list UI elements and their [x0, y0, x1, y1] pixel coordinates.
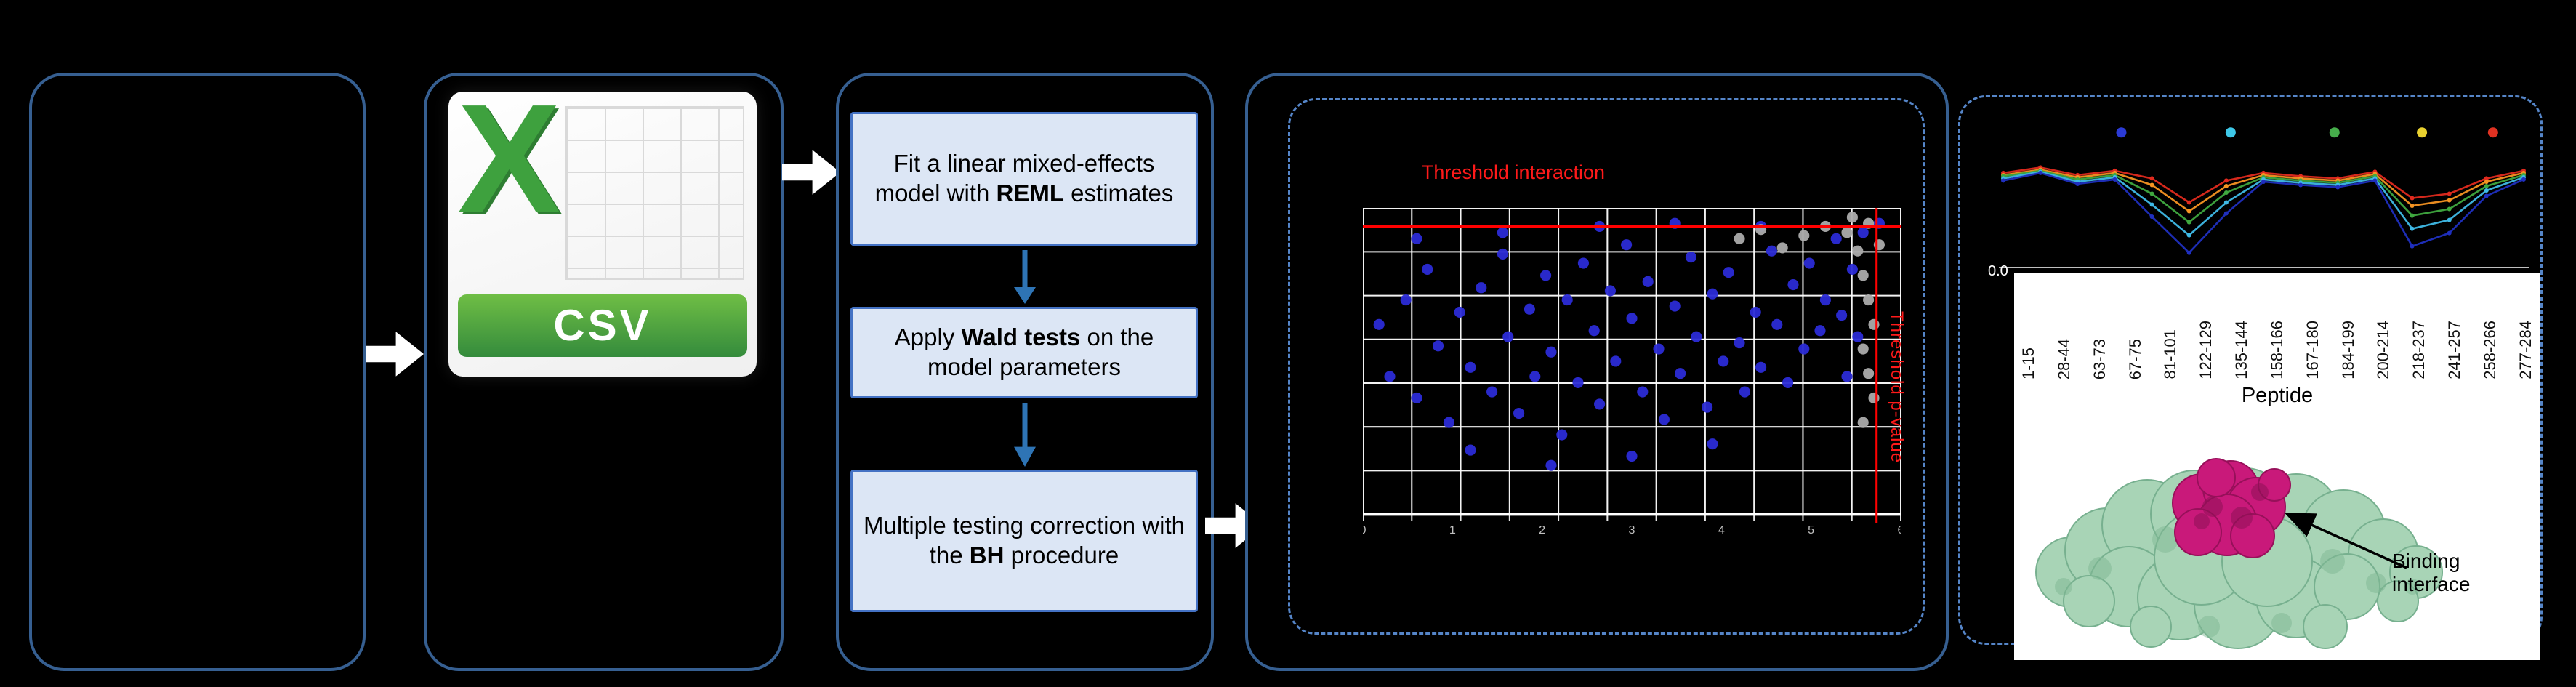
down-arrow-icon — [1014, 403, 1036, 467]
peptide-tick-label: 277-284 — [2516, 321, 2535, 379]
binding-site-shading — [2194, 483, 2269, 529]
svg-text:2: 2 — [1539, 523, 1545, 535]
peptide-tick-label: 241-257 — [2445, 321, 2464, 379]
peptide-tick-label: 63-73 — [2090, 338, 2109, 379]
peptide-axis-label: Peptide — [2241, 384, 2314, 407]
peptide-axis-ticks: 1-15 28-44 63-73 67-75 81-101 122-129 135-144 1… — [2019, 276, 2535, 379]
scatter-points_blue — [1373, 217, 1885, 471]
pipeline-panel: Fit a linear mixed-effects model with RE… — [836, 73, 1214, 671]
results-panel: Threshold interaction 0 1 2 3 4 5 6 Threshold … — [1245, 73, 1949, 671]
peptide-tick-label: 28-44 — [2054, 338, 2073, 379]
peptide-tick-label: 200-214 — [2374, 321, 2393, 379]
csv-format-label: CSV — [553, 301, 652, 350]
csv-format-banner: CSV — [457, 294, 748, 357]
peptide-tick-label: 258-266 — [2480, 321, 2499, 379]
binding-site-surface — [2172, 458, 2291, 558]
uptake-y-tick-label: 0.0 — [1988, 263, 2008, 279]
peptide-tick-label: 167-180 — [2303, 321, 2322, 379]
uptake-line-chart — [1999, 127, 2529, 268]
svg-text:6: 6 — [1898, 523, 1901, 535]
step-reml-box: Fit a linear mixed-effects model with RE… — [850, 112, 1198, 246]
binding-interface-label: Binding interface — [2392, 550, 2471, 596]
structure-section: 0.0 1-15 28-44 63-73 67-75 81-101 122-129 135-… — [1958, 95, 2543, 660]
volcano-plot: 0 1 2 3 4 5 6 — [1363, 208, 1901, 535]
peptide-tick-label: 81-101 — [2161, 329, 2180, 379]
threshold-interaction-label: Threshold interaction — [1421, 161, 1606, 183]
scatter-points_gray — [1734, 212, 1885, 428]
step-bh-box: Multiple testing correction with the BH … — [850, 470, 1198, 612]
volcano-section: Threshold interaction 0 1 2 3 4 5 6 Threshold … — [1288, 98, 1925, 635]
peptide-tick-label: 184-199 — [2338, 321, 2357, 379]
peptide-tick-label: 67-75 — [2125, 338, 2144, 379]
spreadsheet-grid — [565, 105, 744, 280]
svg-text:4: 4 — [1718, 523, 1725, 535]
peptide-tick-label: 135-144 — [2232, 321, 2251, 379]
peptide-tick-label: 218-237 — [2410, 321, 2428, 379]
protein-surface-shading — [2055, 526, 2420, 638]
svg-text:1: 1 — [1449, 523, 1456, 535]
uptake-series-dark_blue — [2001, 170, 2526, 255]
uptake-series-red — [2001, 165, 2526, 205]
peptide-tick-label: 158-166 — [2267, 321, 2286, 379]
timepoint-legend-dots — [2116, 127, 2498, 138]
peptide-tick-label: 122-129 — [2197, 321, 2215, 379]
protein-structure-image — [2035, 458, 2443, 649]
csv-file-icon: X CSV — [448, 81, 757, 377]
flow-arrow-2-icon — [782, 150, 840, 195]
peptide-structure-panel: 1-15 28-44 63-73 67-75 81-101 122-129 135-144 1… — [2014, 273, 2540, 660]
threshold-pvalue-label: Threshold p-value — [1887, 311, 1907, 464]
flow-arrow-1-icon — [366, 332, 424, 377]
step-reml-text: Fit a linear mixed-effects model with RE… — [874, 150, 1174, 206]
svg-text:0: 0 — [1363, 523, 1367, 535]
step-wald-box: Apply Wald tests on the model parameters — [850, 307, 1198, 398]
down-arrow-icon — [1014, 250, 1036, 304]
excel-x-logo: X — [457, 72, 561, 244]
input-panel — [29, 73, 366, 671]
step-bh-text: Multiple testing correction with the BH … — [863, 512, 1186, 569]
svg-text:5: 5 — [1808, 523, 1814, 535]
csv-panel: X CSV — [424, 73, 784, 671]
step-wald-text: Apply Wald tests on the model parameters — [894, 324, 1154, 380]
peptide-tick-label: 1-15 — [2019, 347, 2037, 379]
svg-text:3: 3 — [1629, 523, 1635, 535]
